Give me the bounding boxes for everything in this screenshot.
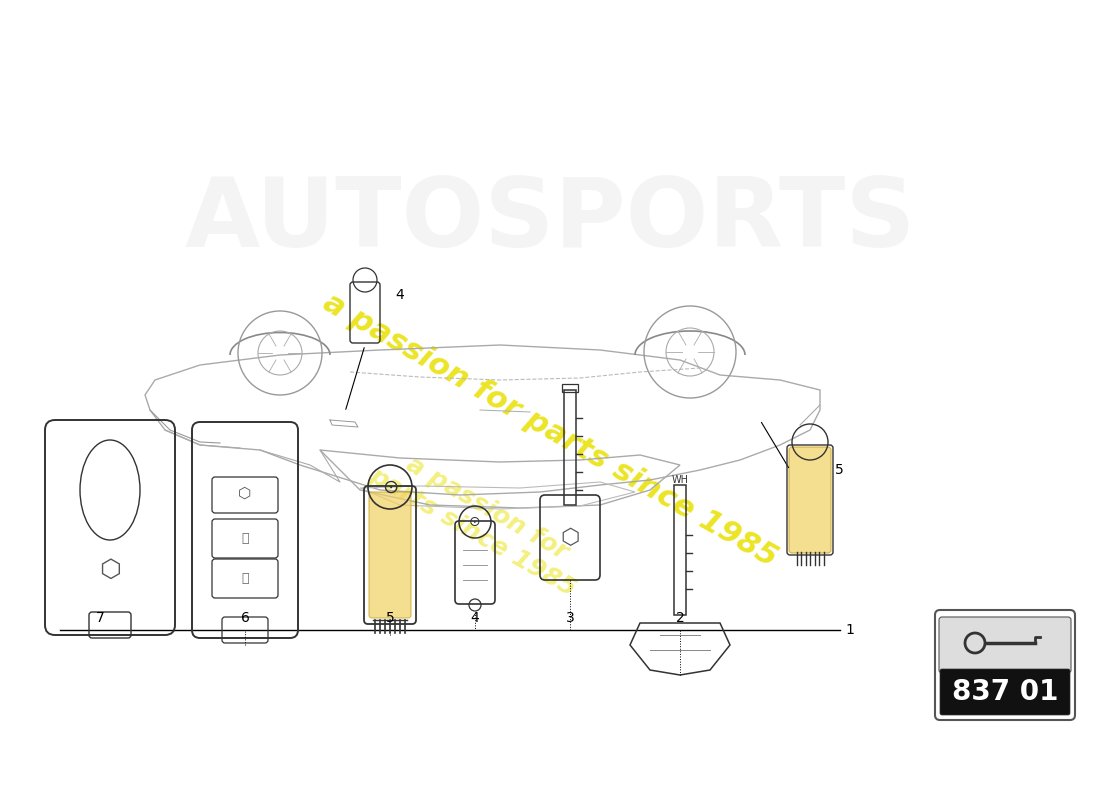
FancyBboxPatch shape [940,669,1070,715]
FancyBboxPatch shape [789,447,830,553]
Text: 1: 1 [845,623,854,637]
Text: 5: 5 [386,611,395,625]
FancyBboxPatch shape [935,610,1075,720]
Bar [564,390,576,505]
Text: WH: WH [671,475,689,485]
Text: 5: 5 [835,463,844,477]
Text: a passion for
parts since 1985: a passion for parts since 1985 [365,439,594,601]
Text: a passion for parts since 1985: a passion for parts since 1985 [318,287,782,573]
Text: ⬡: ⬡ [560,528,580,548]
Text: AUTOSPORTS: AUTOSPORTS [185,174,915,266]
Text: 6: 6 [241,611,250,625]
Text: 🔒: 🔒 [241,531,249,545]
Bar [674,485,686,615]
Text: 4: 4 [471,611,480,625]
Text: ⬡: ⬡ [239,486,252,501]
Text: 837 01: 837 01 [952,678,1058,706]
Text: ⊙: ⊙ [470,515,481,529]
FancyBboxPatch shape [368,492,411,618]
Text: 3: 3 [565,611,574,625]
FancyBboxPatch shape [939,617,1071,673]
Text: ⊙: ⊙ [382,478,398,497]
Text: 2: 2 [675,611,684,625]
Text: 4: 4 [395,288,404,302]
Text: 7: 7 [96,611,104,625]
Text: ⬡: ⬡ [99,558,121,582]
Circle shape [965,633,985,653]
Bar [562,384,578,392]
Text: 🔓: 🔓 [241,571,249,585]
